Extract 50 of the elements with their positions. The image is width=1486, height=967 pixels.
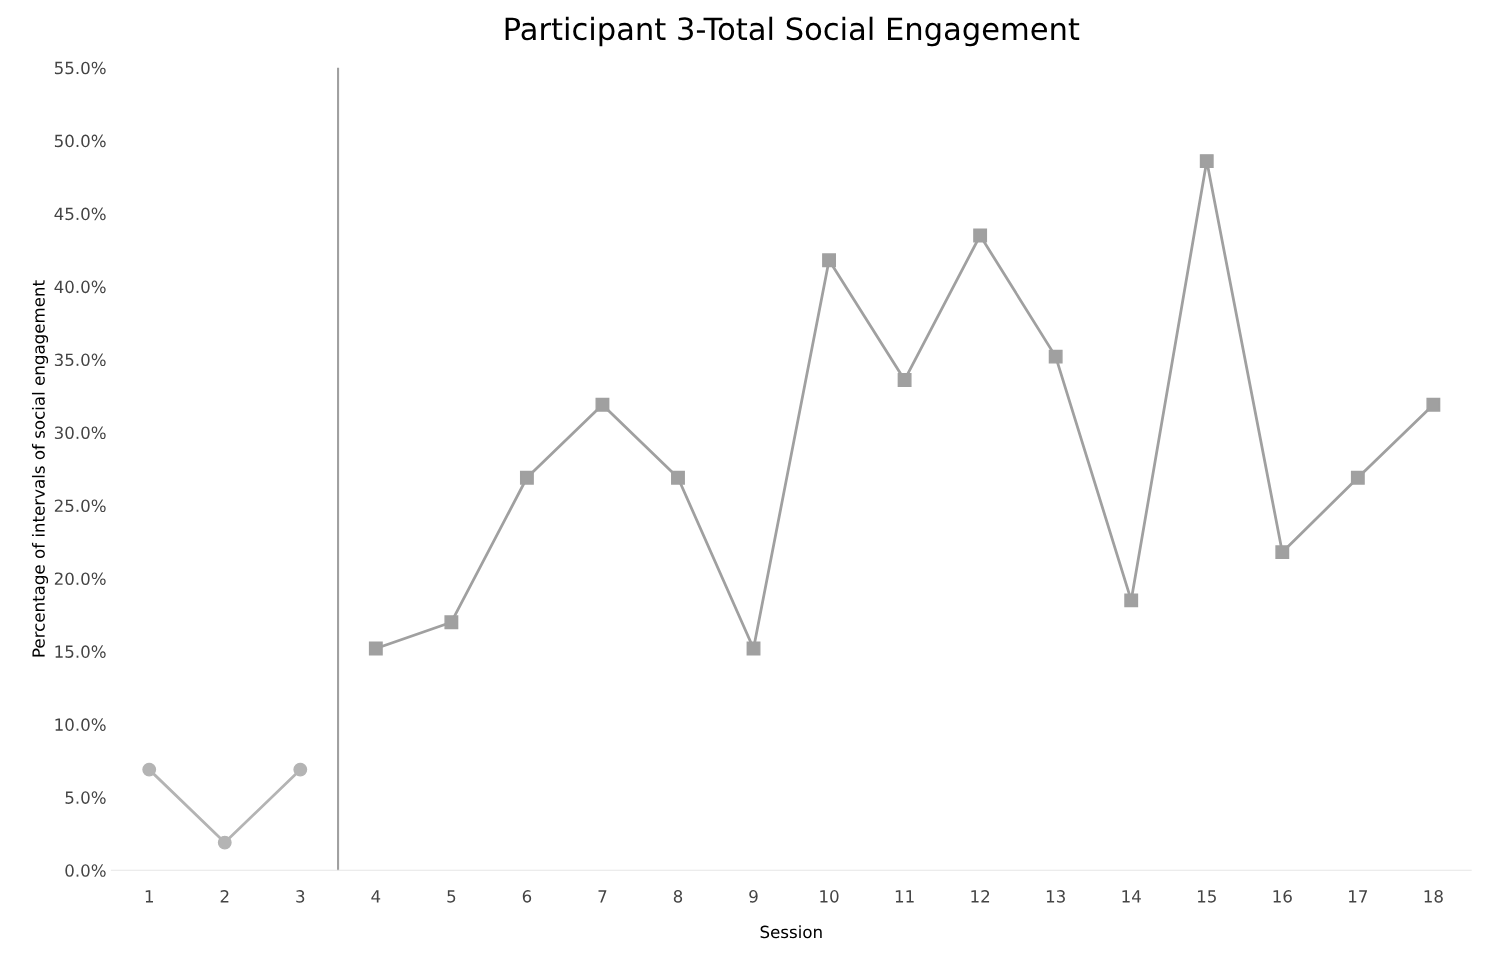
x-axis-title: Session	[760, 925, 822, 939]
x-tick-label: 2	[220, 890, 229, 903]
point	[973, 228, 988, 243]
x-tick-label: 13	[1046, 890, 1065, 903]
y-tick-label: 40.0%	[54, 280, 106, 294]
point	[1426, 397, 1441, 412]
x-tick-label: 1	[145, 890, 153, 903]
y-tick-label: 35.0%	[54, 353, 106, 367]
y-tick-label: 55.0%	[54, 61, 106, 75]
point	[671, 470, 685, 485]
point	[822, 253, 837, 268]
x-tick-label: 8	[673, 890, 683, 903]
x-tick-label: 16	[1273, 890, 1292, 903]
y-tick-label: 10.0%	[55, 718, 106, 731]
x-tick-label: 7	[598, 890, 607, 903]
y-tick-label: 50.0%	[54, 134, 106, 148]
x-tick-label: 18	[1424, 890, 1443, 903]
point	[1048, 349, 1063, 364]
y-tick-label: 30.0%	[54, 426, 106, 440]
x-tick-label: 10	[820, 890, 839, 903]
x-tick-label: 14	[1122, 890, 1141, 903]
point	[217, 835, 232, 850]
y-tick-label: 45.0%	[54, 207, 106, 221]
x-tick-label: 4	[371, 890, 381, 903]
point	[897, 373, 912, 387]
point	[1199, 154, 1214, 169]
y-tick-label: 25.0%	[54, 499, 106, 513]
x-tick-label: 3	[296, 890, 305, 903]
point	[1275, 545, 1290, 560]
point	[368, 641, 383, 656]
y-tick-label: 5.0%	[65, 791, 106, 804]
x-tick-label: 17	[1349, 890, 1368, 903]
x-tick-label: 15	[1197, 890, 1216, 903]
x-tick-label: 11	[895, 890, 914, 903]
point	[444, 615, 459, 630]
y-tick-label: 0.0%	[65, 864, 106, 877]
y-tick-label: 20.0%	[54, 572, 106, 586]
point	[1124, 593, 1139, 608]
x-tick-label: 12	[971, 890, 990, 903]
y-tick-label: 15.0%	[55, 645, 106, 658]
y-axis-title: Percentage of intervals of social engagement	[31, 280, 49, 657]
x-tick-label: 9	[749, 890, 758, 903]
point	[595, 397, 610, 412]
point	[142, 762, 157, 777]
point	[1350, 470, 1365, 485]
point	[519, 470, 534, 485]
x-tick-label: 6	[522, 890, 532, 903]
point	[293, 762, 308, 777]
x-tick-label: 5	[447, 890, 456, 903]
chart-title: Participant 3-Total Social Engagement	[505, 16, 1080, 47]
